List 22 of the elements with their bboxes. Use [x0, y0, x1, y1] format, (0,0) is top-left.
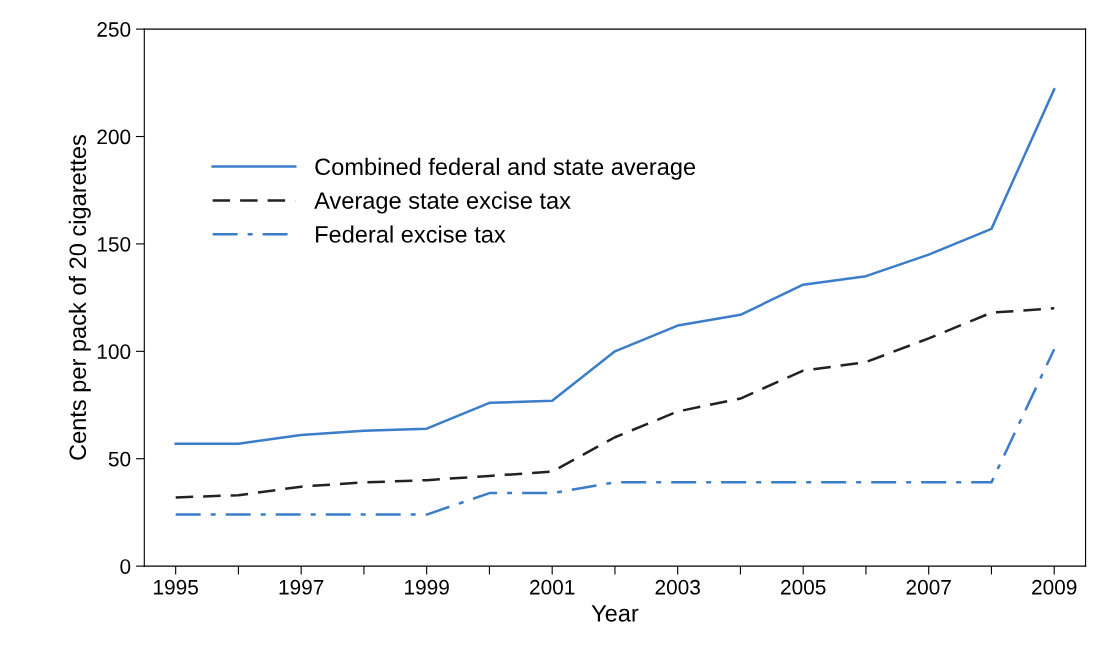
y-tick-label: 50	[108, 451, 131, 467]
y-tick-label: 200	[97, 129, 131, 145]
x-tick-label: 1995	[154, 579, 198, 595]
line-series	[174, 347, 1056, 516]
legend-label: Average state excise tax	[314, 191, 571, 214]
y-tick-label: 150	[97, 236, 131, 252]
y-tick-label: 250	[97, 22, 131, 37]
x-tick-label: 1999	[405, 579, 449, 595]
line-series	[174, 307, 1056, 499]
x-tick-label: 2005	[781, 579, 826, 595]
x-axis-title: Year	[591, 605, 639, 622]
x-tick-label: 2007	[906, 579, 951, 595]
x-tick-label: 2001	[530, 579, 575, 595]
x-tick-label: 2009	[1032, 579, 1077, 595]
line-series	[174, 88, 1056, 445]
legend-label: Federal excise tax	[316, 225, 506, 243]
y-tick-label: 100	[97, 344, 131, 360]
x-tick-label: 1997	[279, 579, 324, 595]
x-tick-label: 2003	[655, 579, 700, 595]
y-axis-title: Cents per pack of 20 cigarettes	[68, 135, 91, 460]
y-tick-label: 0	[120, 559, 131, 574]
legend-label: Combined federal and state average	[315, 157, 696, 180]
